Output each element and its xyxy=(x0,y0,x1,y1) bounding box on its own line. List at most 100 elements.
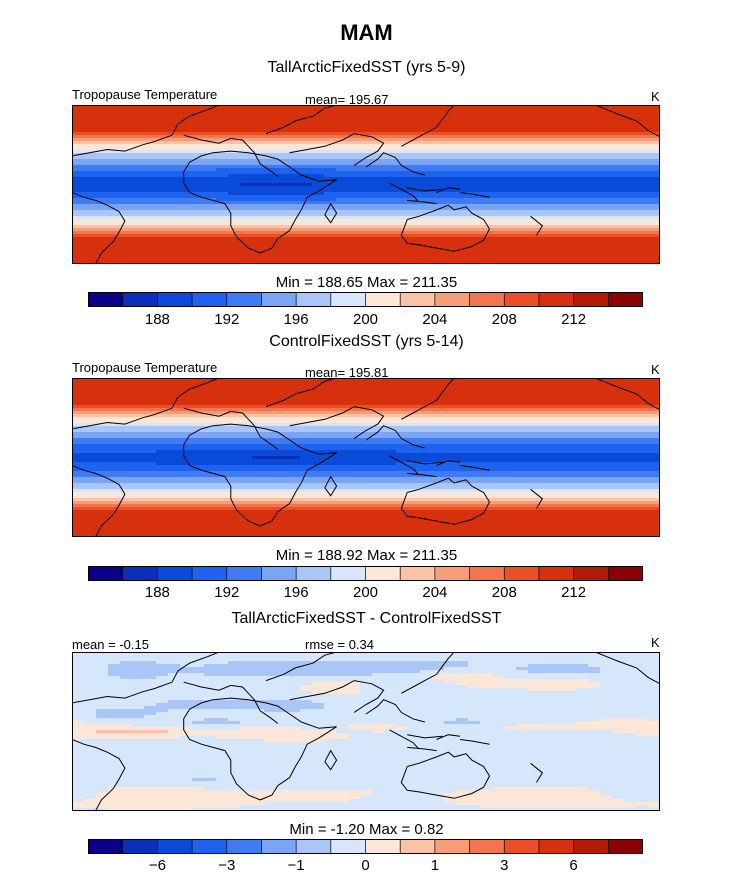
heatmap-cell xyxy=(204,435,217,439)
heatmap-cell xyxy=(540,384,553,388)
heatmap-cell xyxy=(360,471,373,475)
heatmap-cell xyxy=(408,261,421,264)
heatmap-cell xyxy=(648,249,660,253)
heatmap-cell xyxy=(324,495,337,499)
heatmap-cell xyxy=(348,159,361,163)
heatmap-cell xyxy=(348,441,361,445)
heatmap-cell xyxy=(600,129,613,133)
heatmap-cell xyxy=(516,510,529,514)
heatmap-cell xyxy=(348,216,361,220)
heatmap-cell xyxy=(84,255,97,259)
heatmap-cell xyxy=(648,435,660,439)
heatmap-cell xyxy=(420,465,433,469)
heatmap-cell xyxy=(624,249,637,253)
heatmap-cell xyxy=(348,258,361,262)
heatmap-cell xyxy=(552,474,565,478)
heatmap-cell xyxy=(528,378,541,382)
heatmap-cell xyxy=(228,384,241,388)
heatmap-cell xyxy=(228,213,241,217)
heatmap-cell xyxy=(84,219,97,223)
heatmap-cell xyxy=(468,123,481,127)
heatmap-cell xyxy=(576,237,589,241)
heatmap-cell xyxy=(312,465,325,469)
heatmap-cell xyxy=(252,213,265,217)
heatmap-cell xyxy=(120,507,133,511)
heatmap-cell xyxy=(468,471,481,475)
heatmap-cell xyxy=(420,135,433,139)
heatmap-cell xyxy=(72,453,85,457)
heatmap-cell xyxy=(156,393,169,397)
heatmap-cell xyxy=(384,231,397,235)
heatmap-cell xyxy=(420,390,433,394)
heatmap-cell xyxy=(120,243,133,247)
heatmap-cell xyxy=(324,492,337,496)
heatmap-cell xyxy=(516,177,529,181)
heatmap-cell xyxy=(264,399,277,403)
heatmap-cell xyxy=(288,252,301,256)
heatmap-cell xyxy=(228,462,241,466)
heatmap-cell xyxy=(636,504,649,508)
heatmap-cell xyxy=(204,225,217,229)
heatmap-cell xyxy=(360,243,373,247)
heatmap-cell xyxy=(456,486,469,490)
heatmap-cell xyxy=(576,192,589,196)
heatmap-cell xyxy=(468,168,481,172)
heatmap-cell xyxy=(204,165,217,169)
heatmap-cell xyxy=(576,417,589,421)
heatmap-cell xyxy=(144,150,157,154)
heatmap-cell xyxy=(432,180,445,184)
heatmap-cell xyxy=(636,399,649,403)
heatmap-cell xyxy=(168,471,181,475)
heatmap-cell xyxy=(396,378,409,382)
heatmap-cell xyxy=(108,183,121,187)
heatmap-cell xyxy=(156,468,169,472)
heatmap-cell xyxy=(492,468,505,472)
heatmap-cell xyxy=(516,432,529,436)
heatmap-cell xyxy=(492,195,505,199)
heatmap-cell xyxy=(168,453,181,457)
heatmap-cell xyxy=(528,192,541,196)
heatmap-cell xyxy=(552,129,565,133)
heatmap-cell xyxy=(336,465,349,469)
heatmap-cell xyxy=(204,213,217,217)
heatmap-cell xyxy=(612,156,625,160)
heatmap-cell xyxy=(324,510,337,514)
heatmap-cell xyxy=(360,258,373,262)
heatmap-cell xyxy=(336,261,349,264)
heatmap-cell xyxy=(444,156,457,160)
heatmap-cell xyxy=(348,240,361,244)
heatmap-cell xyxy=(312,243,325,247)
heatmap-cell xyxy=(276,381,289,385)
heatmap-cell xyxy=(228,234,241,238)
heatmap-cell xyxy=(240,186,253,190)
heatmap-cell xyxy=(420,483,433,487)
heatmap-cell xyxy=(336,471,349,475)
heatmap-cell xyxy=(492,204,505,208)
heatmap-cell xyxy=(96,126,109,130)
heatmap-cell xyxy=(156,477,169,481)
heatmap-cell xyxy=(96,180,109,184)
heatmap-cell xyxy=(204,177,217,181)
heatmap-cell xyxy=(156,414,169,418)
heatmap-cell xyxy=(480,120,493,124)
heatmap-cell xyxy=(528,513,541,517)
heatmap-cell xyxy=(312,177,325,181)
heatmap-cell xyxy=(96,216,109,220)
heatmap-cell xyxy=(84,498,97,502)
heatmap-cell xyxy=(456,261,469,264)
heatmap-cell xyxy=(516,195,529,199)
heatmap-cell xyxy=(552,408,565,412)
heatmap-cell xyxy=(612,252,625,256)
heatmap-cell xyxy=(384,186,397,190)
heatmap-cell xyxy=(168,105,181,109)
heatmap-cell xyxy=(192,243,205,247)
heatmap-cell xyxy=(612,471,625,475)
heatmap-cell xyxy=(216,417,229,421)
heatmap-cell xyxy=(216,402,229,406)
heatmap-cell xyxy=(480,213,493,217)
heatmap-cell xyxy=(576,213,589,217)
heatmap-cell xyxy=(624,111,637,115)
heatmap-cell xyxy=(444,105,457,109)
heatmap-cell xyxy=(612,120,625,124)
heatmap-cell xyxy=(528,216,541,220)
